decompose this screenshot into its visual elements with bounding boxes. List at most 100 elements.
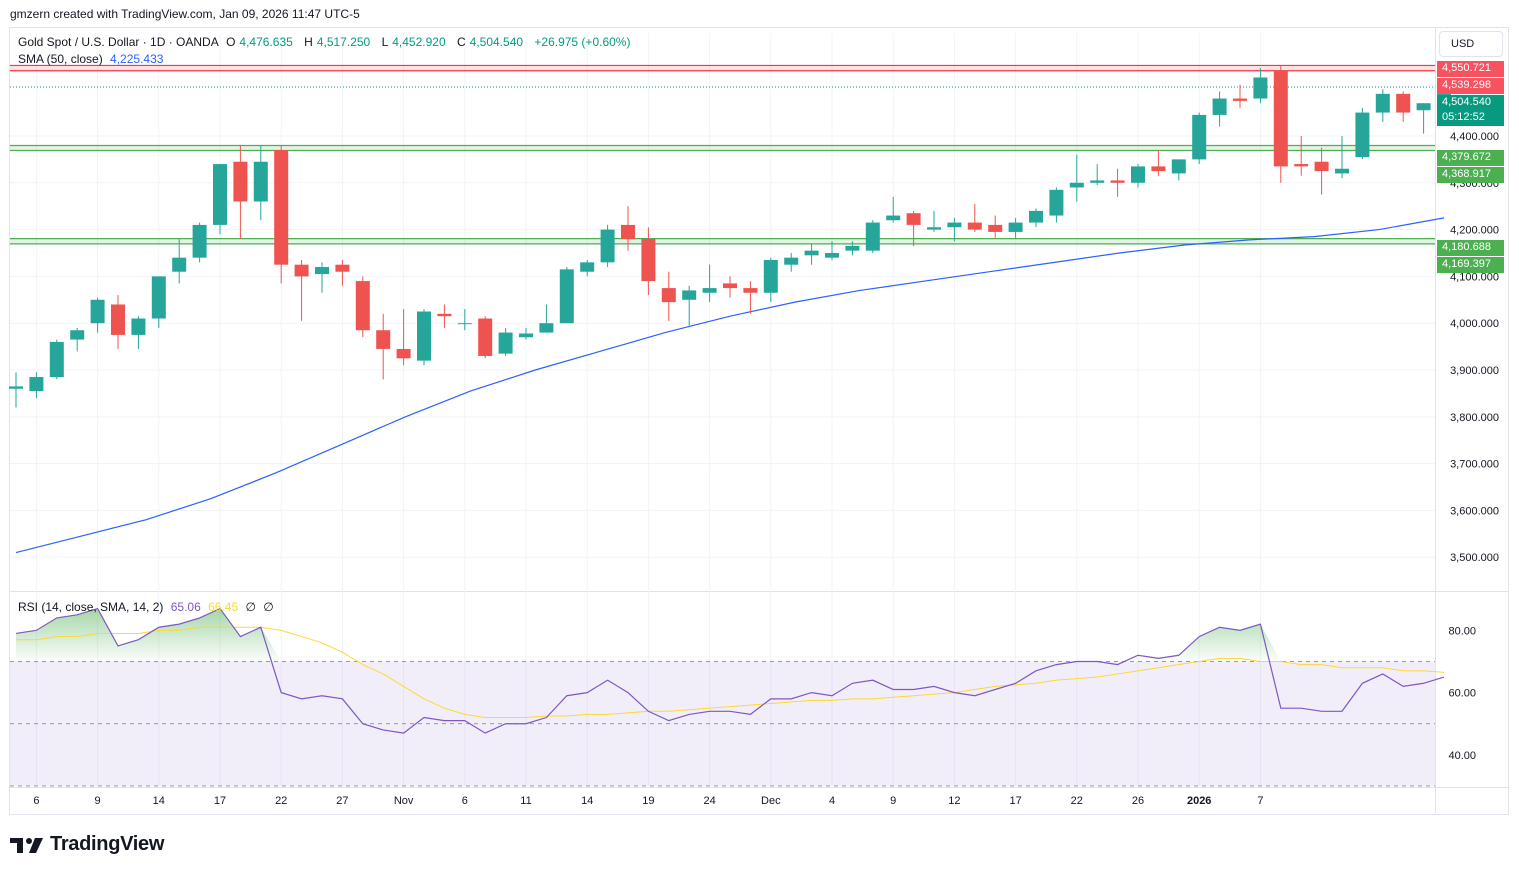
candle bbox=[233, 145, 248, 239]
price-tick-label: 4,400.000 bbox=[1450, 131, 1499, 143]
candle-body bbox=[49, 341, 64, 378]
candle bbox=[1029, 208, 1043, 228]
candle-body bbox=[70, 330, 85, 340]
tradingview-logo-text: TradingView bbox=[50, 833, 165, 855]
candle bbox=[723, 276, 737, 298]
candle bbox=[315, 262, 329, 293]
rsi-tick-label: 40.00 bbox=[1448, 750, 1476, 762]
rsi-extra-2: ∅ bbox=[263, 600, 274, 614]
candle bbox=[151, 276, 166, 328]
rsi-sma-line bbox=[16, 626, 1445, 719]
candle bbox=[131, 316, 146, 349]
candle bbox=[172, 238, 187, 284]
time-tick-label: 4 bbox=[829, 795, 835, 807]
candle bbox=[784, 252, 799, 272]
price-tag-sup-upper: 4,180.688 bbox=[1437, 240, 1504, 256]
rsi-label[interactable]: RSI (14, close, SMA, 14, 2) bbox=[18, 600, 164, 614]
symbol-legend: Gold Spot / U.S. Dollar · 1D · OANDA O 4,… bbox=[18, 35, 634, 49]
candle-body bbox=[641, 238, 656, 282]
candle-body bbox=[559, 269, 574, 324]
candle-body bbox=[1192, 114, 1207, 160]
candle bbox=[1233, 84, 1247, 108]
candle-body bbox=[723, 283, 737, 289]
candle bbox=[886, 196, 901, 223]
candle-body bbox=[621, 224, 635, 239]
time-tick-label: 17 bbox=[1009, 795, 1021, 807]
ohlc-high: H 4,517.250 bbox=[304, 35, 371, 49]
candle bbox=[376, 313, 391, 380]
candle-body bbox=[151, 276, 166, 319]
sma-label[interactable]: SMA (50, close) bbox=[18, 52, 103, 66]
candle bbox=[335, 260, 350, 286]
candle-body bbox=[988, 224, 1003, 232]
candle bbox=[539, 304, 554, 333]
support-zone bbox=[10, 238, 1435, 244]
candle bbox=[1008, 217, 1023, 239]
price-tick-label: 4,100.000 bbox=[1450, 271, 1499, 283]
candle-body bbox=[1355, 112, 1370, 158]
candle bbox=[437, 304, 452, 328]
time-tick-label: 14 bbox=[153, 795, 165, 807]
time-tick-label: Nov bbox=[394, 795, 414, 807]
candle-body bbox=[1375, 93, 1390, 113]
price-tag-last: 4,504.540 bbox=[1437, 95, 1504, 111]
time-tick-label: 27 bbox=[336, 795, 348, 807]
candle bbox=[29, 372, 44, 399]
candle-body bbox=[1151, 166, 1166, 172]
time-tick-label: 14 bbox=[581, 795, 593, 807]
tradingview-logo[interactable]: TradingView bbox=[10, 833, 164, 856]
candle-body bbox=[274, 150, 289, 265]
candle-body bbox=[233, 161, 248, 202]
candle-body bbox=[213, 164, 227, 225]
currency-button[interactable]: USD bbox=[1439, 31, 1503, 57]
candle bbox=[417, 309, 431, 366]
candle bbox=[111, 295, 125, 349]
price-tag-res-upper: 4,550.721 bbox=[1437, 61, 1504, 77]
time-tick-label: 11 bbox=[520, 795, 531, 807]
candle-body bbox=[111, 304, 125, 335]
candle-body bbox=[1314, 161, 1329, 172]
candle-body bbox=[376, 330, 391, 349]
candle-body bbox=[498, 332, 513, 354]
candle-body bbox=[1273, 70, 1288, 167]
candle-body bbox=[804, 250, 819, 256]
candle bbox=[1110, 168, 1125, 197]
candle-body bbox=[763, 260, 778, 293]
candle bbox=[1355, 107, 1370, 160]
price-tick-label: 3,800.000 bbox=[1450, 412, 1499, 424]
candle bbox=[988, 215, 1003, 239]
mid-zone bbox=[10, 145, 1435, 151]
price-tick-label: 4,200.000 bbox=[1450, 225, 1499, 237]
time-tick-label: 22 bbox=[1071, 795, 1083, 807]
candle bbox=[1253, 68, 1268, 104]
candle-body bbox=[1416, 103, 1431, 111]
candle bbox=[1171, 159, 1186, 181]
candle-body bbox=[315, 267, 329, 275]
candle bbox=[580, 260, 595, 277]
candle bbox=[743, 281, 758, 314]
candle bbox=[396, 309, 411, 366]
candle bbox=[70, 327, 85, 352]
candle-body bbox=[967, 222, 982, 230]
candle-body bbox=[702, 288, 717, 293]
candle-body bbox=[539, 323, 554, 333]
price-tick-label: 3,900.000 bbox=[1450, 365, 1499, 377]
candle-body bbox=[825, 252, 839, 258]
rsi-extra-1: ∅ bbox=[245, 600, 256, 614]
ohlc-open: O 4,476.635 bbox=[226, 35, 293, 49]
candle bbox=[9, 372, 23, 408]
candle bbox=[192, 222, 207, 263]
candle bbox=[1314, 147, 1329, 195]
candle-body bbox=[1008, 222, 1023, 232]
time-tick-label: 12 bbox=[948, 795, 960, 807]
candle-body bbox=[947, 222, 962, 228]
candle-body bbox=[682, 290, 697, 300]
candle bbox=[1049, 187, 1064, 223]
price-tick-label: 4,000.000 bbox=[1450, 318, 1499, 330]
candle-body bbox=[1131, 166, 1145, 183]
candle-body bbox=[784, 257, 799, 265]
candle-body bbox=[1396, 93, 1411, 113]
chart-frame bbox=[9, 27, 1509, 815]
symbol-title[interactable]: Gold Spot / U.S. Dollar · 1D · OANDA bbox=[18, 35, 219, 49]
